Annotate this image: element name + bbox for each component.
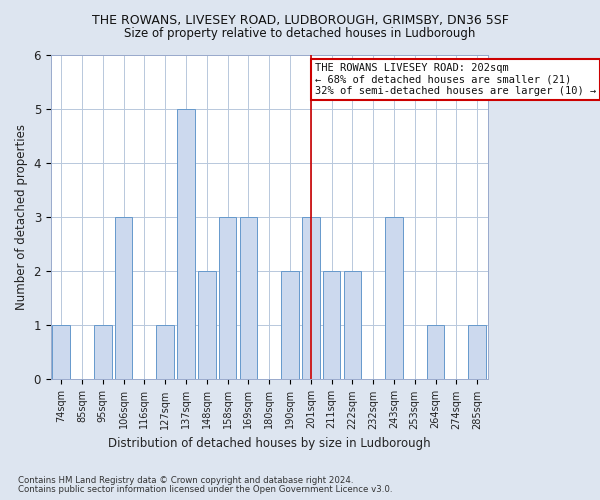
Text: Contains public sector information licensed under the Open Government Licence v3: Contains public sector information licen… xyxy=(18,484,392,494)
Bar xyxy=(157,326,174,380)
Bar xyxy=(344,272,361,380)
Y-axis label: Number of detached properties: Number of detached properties xyxy=(15,124,28,310)
Bar xyxy=(239,217,257,380)
Bar xyxy=(52,326,70,380)
Bar xyxy=(94,326,112,380)
X-axis label: Distribution of detached houses by size in Ludborough: Distribution of detached houses by size … xyxy=(108,437,430,450)
Text: Contains HM Land Registry data © Crown copyright and database right 2024.: Contains HM Land Registry data © Crown c… xyxy=(18,476,353,485)
Bar xyxy=(219,217,236,380)
Bar xyxy=(302,217,320,380)
Bar xyxy=(177,109,195,380)
Bar xyxy=(198,272,215,380)
Text: THE ROWANS LIVESEY ROAD: 202sqm
← 68% of detached houses are smaller (21)
32% of: THE ROWANS LIVESEY ROAD: 202sqm ← 68% of… xyxy=(315,63,596,96)
Bar xyxy=(468,326,486,380)
Bar xyxy=(281,272,299,380)
Bar xyxy=(427,326,445,380)
Bar xyxy=(385,217,403,380)
Text: Size of property relative to detached houses in Ludborough: Size of property relative to detached ho… xyxy=(124,28,476,40)
Bar xyxy=(323,272,340,380)
Bar xyxy=(115,217,133,380)
Text: THE ROWANS, LIVESEY ROAD, LUDBOROUGH, GRIMSBY, DN36 5SF: THE ROWANS, LIVESEY ROAD, LUDBOROUGH, GR… xyxy=(92,14,508,27)
